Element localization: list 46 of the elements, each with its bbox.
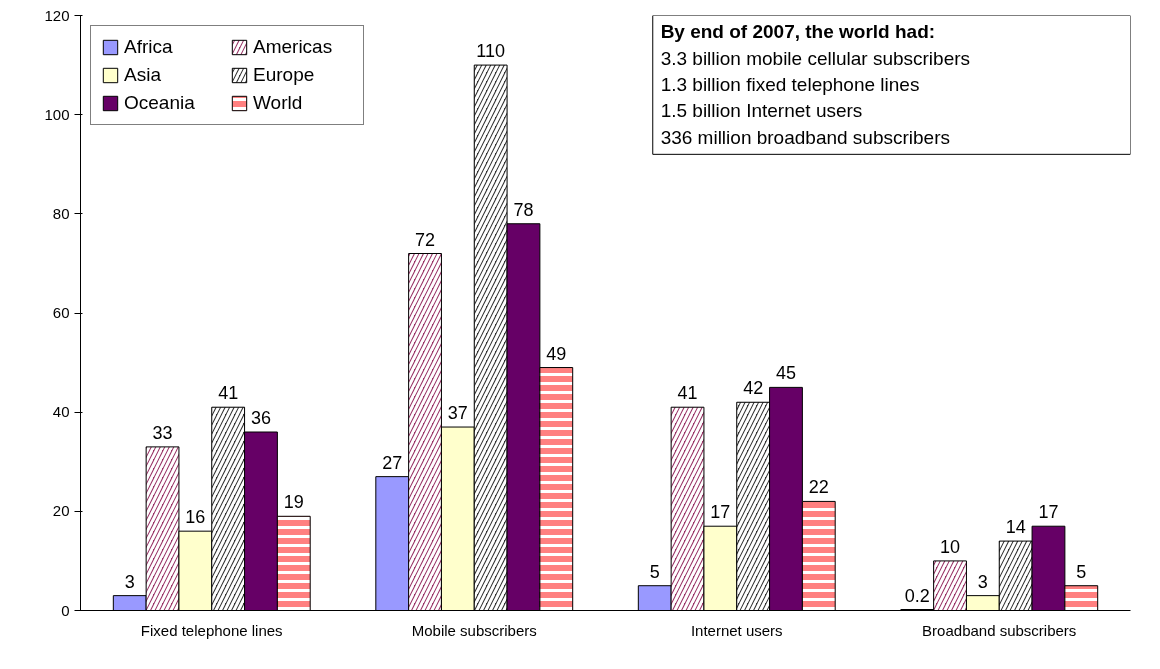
legend-label: Oceania [124, 92, 196, 114]
data-label: 0.2 [904, 585, 930, 606]
x-tick-label: Internet users [690, 621, 783, 639]
data-label: 110 [476, 41, 506, 62]
y-tick-label: 0 [61, 601, 70, 619]
data-label: 19 [283, 492, 304, 513]
annotation: 1.3 billion fixed telephone lines [660, 74, 920, 96]
y-tick-label: 20 [52, 502, 70, 520]
y-tick-label: 120 [44, 6, 70, 24]
legend-label: Africa [124, 36, 174, 58]
data-label: 72 [415, 229, 436, 250]
legend-label: Americas [253, 36, 334, 58]
annotation: 1.5 billion Internet users [660, 100, 863, 122]
y-tick-label: 40 [52, 403, 70, 421]
annotation: 336 million broadband subscribers [660, 126, 951, 148]
data-label: 3 [977, 571, 988, 592]
annotation: 3.3 billion mobile cellular subscribers [660, 47, 971, 69]
annotation: By end of 2007, the world had: [660, 21, 936, 43]
data-label: 22 [808, 477, 829, 498]
data-label: 14 [1005, 517, 1026, 538]
y-tick-label: 100 [44, 105, 70, 123]
data-label: 10 [940, 536, 961, 557]
legend-label: Europe [253, 64, 316, 86]
x-tick-label: Broadband subscribers [922, 621, 1077, 639]
data-label: 49 [546, 343, 567, 364]
data-label: 5 [1076, 561, 1087, 582]
y-tick-label: 80 [52, 204, 70, 222]
legend-label: Asia [124, 64, 162, 86]
data-label: 78 [513, 199, 534, 220]
data-label: 27 [382, 452, 403, 473]
data-label: 17 [1038, 502, 1059, 523]
y-tick-label: 60 [52, 304, 70, 321]
data-label: 36 [250, 408, 271, 428]
x-tick-label: Fixed telephone lines [140, 621, 283, 639]
data-label: 33 [152, 422, 173, 443]
data-label: 42 [743, 378, 764, 399]
x-tick-label: Mobile subscribers [411, 621, 537, 639]
data-label: 41 [677, 383, 698, 404]
data-label: 5 [649, 561, 660, 582]
data-label: 37 [447, 403, 468, 424]
data-label: 3 [124, 571, 135, 592]
data-label: 41 [218, 383, 239, 404]
data-label: 16 [185, 507, 206, 528]
legend-label: World [253, 92, 304, 114]
data-label: 45 [775, 363, 796, 384]
data-label: 17 [710, 502, 731, 523]
